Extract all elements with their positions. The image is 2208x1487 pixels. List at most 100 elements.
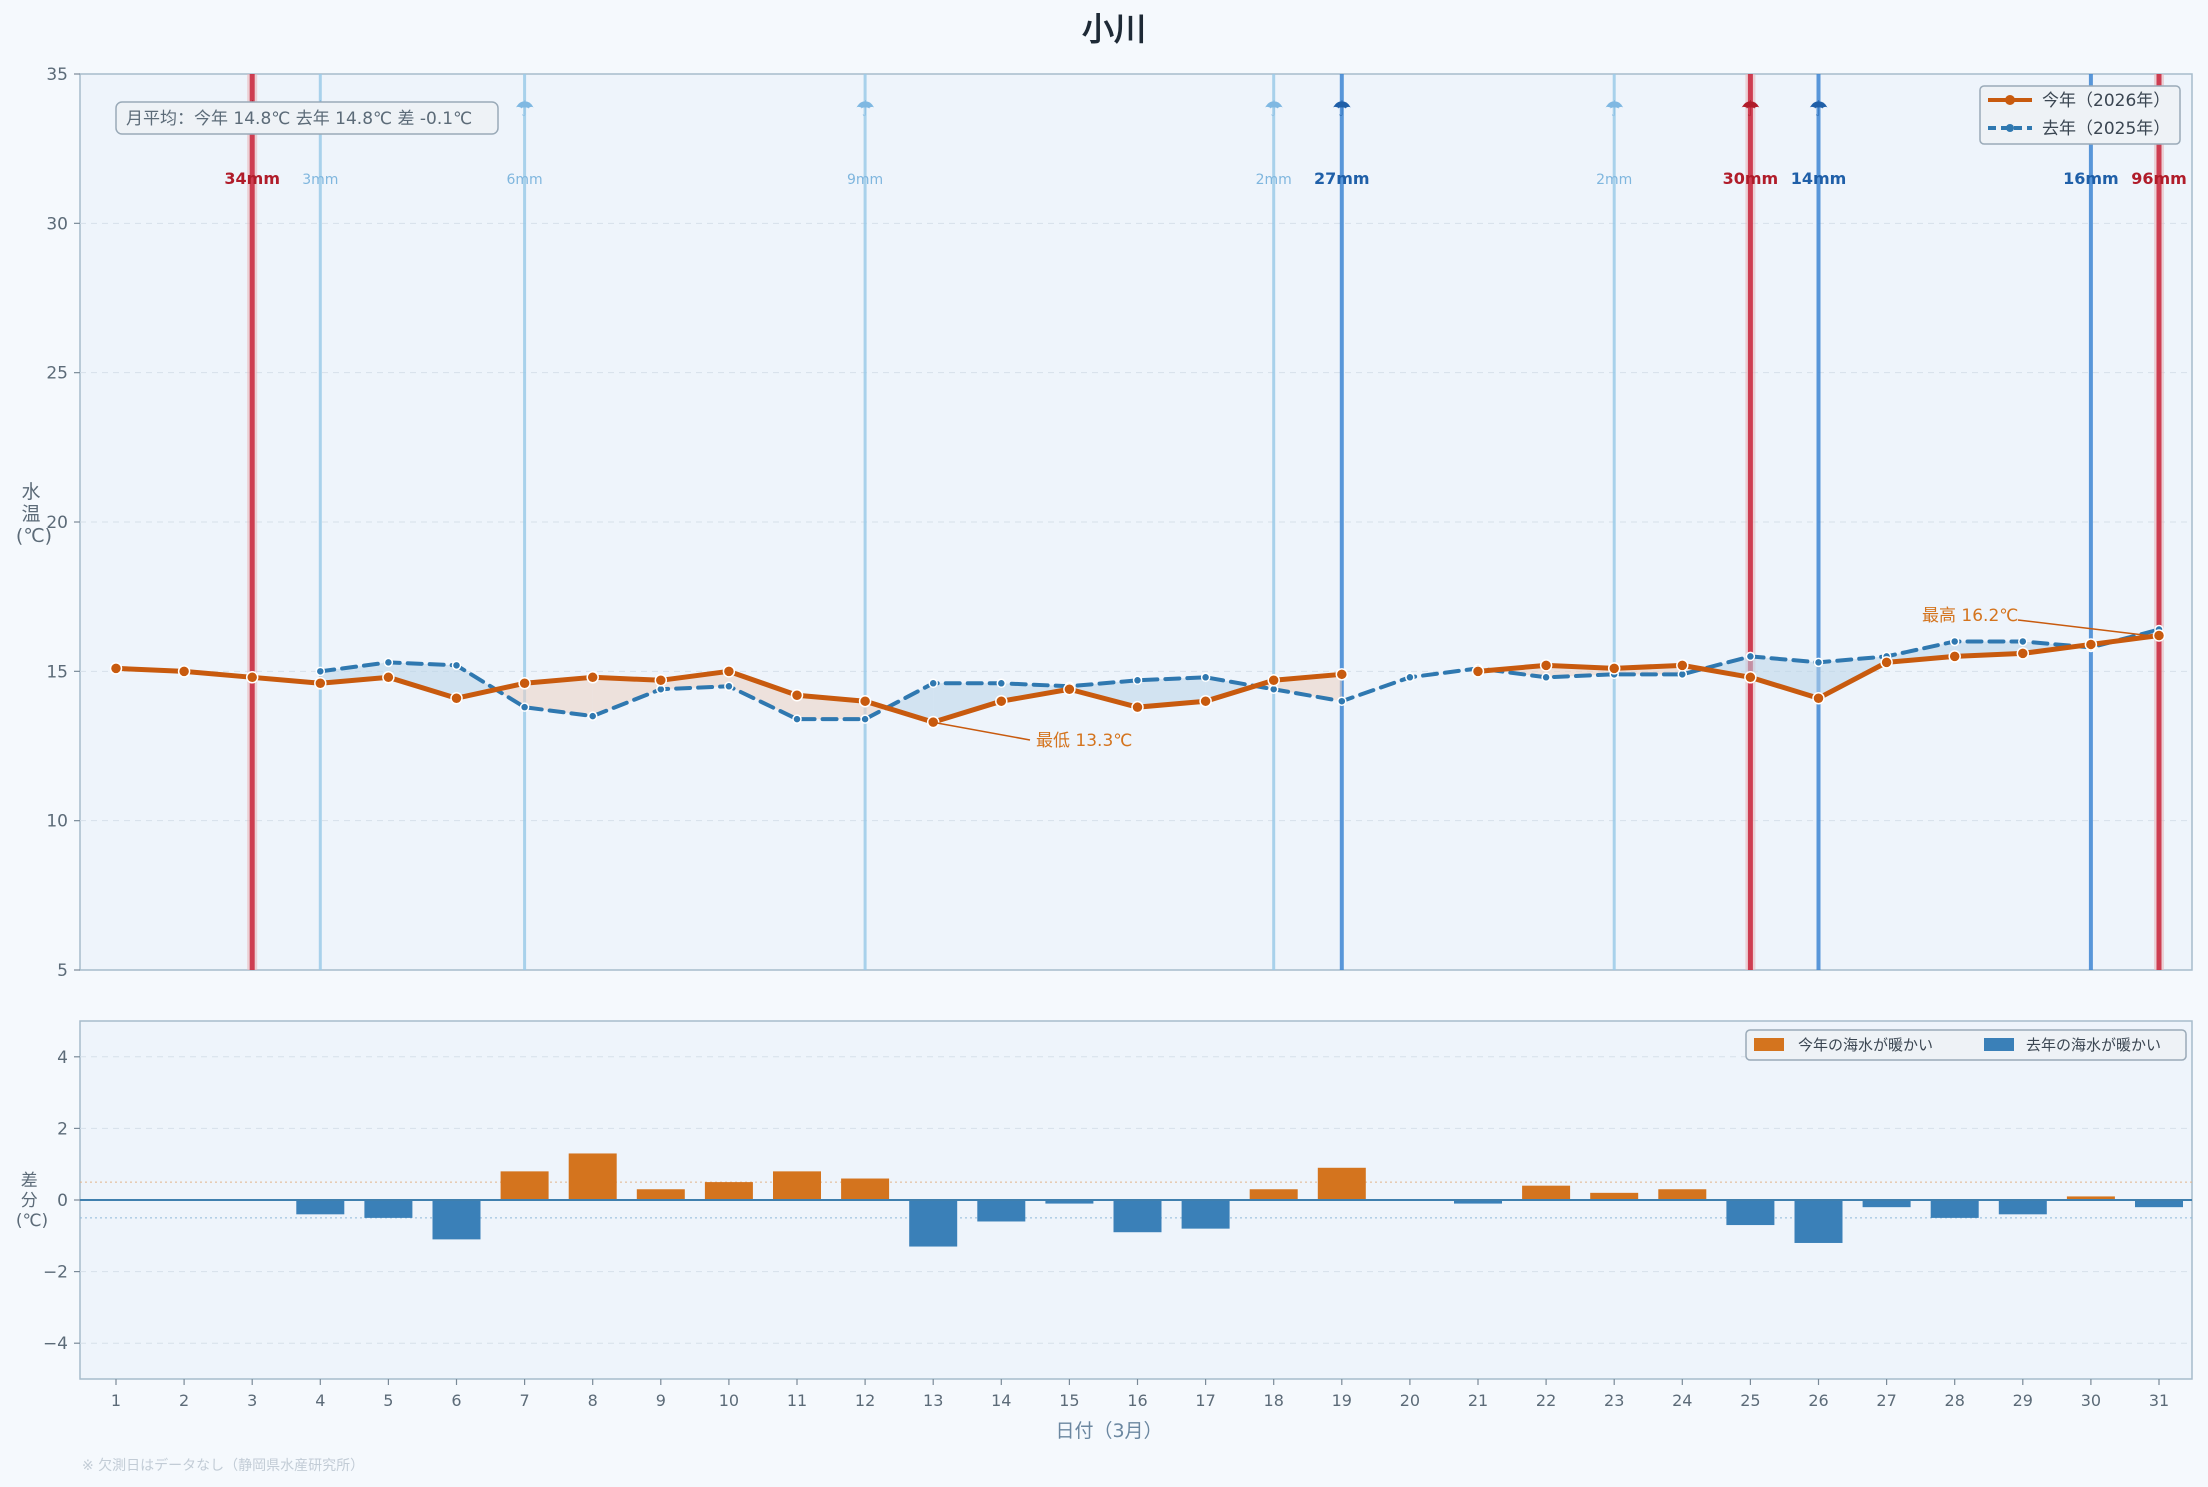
point-this-year (926, 715, 940, 729)
x-tick-label: 30 (2081, 1391, 2101, 1410)
rain-amount-label: 9mm (847, 172, 883, 188)
diff-fill (524, 677, 593, 717)
diff-bar (841, 1178, 890, 1200)
x-tick-label: 12 (855, 1391, 875, 1410)
point-last-year (860, 714, 870, 724)
legend-swatch-negative (1984, 1038, 2014, 1051)
point-this-year (1812, 691, 1825, 705)
point-last-year (1541, 672, 1551, 683)
x-tick-label: 22 (1536, 1391, 1556, 1410)
point-last-year (1405, 672, 1415, 683)
diff-bar (1794, 1200, 1843, 1243)
y-tick-label: 30 (46, 214, 68, 234)
diff-bar (1249, 1189, 1298, 1200)
point-last-year (587, 711, 598, 721)
x-tick-label: 13 (923, 1391, 943, 1410)
rain-amount-label: 6mm (507, 172, 543, 188)
x-tick-label: 24 (1672, 1391, 1692, 1410)
x-tick-label: 23 (1604, 1391, 1624, 1410)
diff-bar (1726, 1200, 1775, 1226)
x-tick-label: 26 (1808, 1391, 1828, 1410)
point-this-year (1607, 662, 1621, 675)
x-tick-label: 11 (787, 1391, 807, 1410)
x-tick-label: 16 (1127, 1391, 1147, 1410)
y-tick-label: 35 (46, 65, 68, 85)
difference-legend: 今年の海水が暖かい 去年の海水が暖かい (1745, 1029, 2187, 1061)
x-tick-label: 3 (247, 1391, 257, 1410)
point-last-year (451, 660, 462, 671)
point-this-year (1063, 683, 1076, 696)
diff-fill (1750, 656, 1819, 699)
point-last-year (928, 678, 938, 689)
y-tick-label: 15 (46, 662, 68, 682)
diff-bar (432, 1200, 481, 1240)
point-last-year (996, 678, 1007, 689)
x-tick-label: 9 (656, 1391, 666, 1410)
point-this-year (1335, 668, 1349, 681)
point-last-year (1813, 657, 1824, 668)
point-this-year (382, 671, 395, 684)
point-last-year (724, 681, 734, 692)
x-tick-label: 7 (520, 1391, 530, 1410)
max-annotation: 最高 16.2℃ (1922, 606, 2153, 637)
x-tick-label: 21 (1468, 1391, 1488, 1410)
x-tick-label: 5 (383, 1391, 393, 1410)
y-tick-label: 25 (46, 364, 68, 384)
rain-amount-label: 27mm (1314, 169, 1370, 188)
diff-fill (1702, 656, 1751, 678)
diff-bar (364, 1200, 413, 1218)
point-last-year (1949, 636, 1960, 647)
point-last-year (1132, 675, 1143, 686)
diff-bar (704, 1182, 753, 1200)
legend-label-positive: 今年の海水が暖かい (1798, 1036, 1933, 1054)
diff-bar (1454, 1200, 1502, 1204)
series-line-last-year (318, 627, 2161, 722)
point-last-year (519, 702, 530, 712)
point-this-year (2084, 638, 2098, 651)
point-this-year (1267, 674, 1280, 687)
x-tick-label: 25 (1740, 1391, 1760, 1410)
x-tick-label: 20 (1400, 1391, 1420, 1410)
point-this-year (995, 694, 1008, 708)
x-tick-label: 14 (991, 1391, 1011, 1410)
x-axis-label: 日付（3月） (1055, 1420, 1162, 1442)
diff-bar (909, 1200, 958, 1247)
point-this-year (790, 688, 804, 702)
point-this-year (722, 665, 736, 678)
chart-title: 小川 (1082, 10, 1146, 48)
legend-marker-last-year (2006, 124, 2014, 132)
x-tick-label: 31 (2149, 1391, 2169, 1410)
y-axis-label-temperature: 水 温 (℃) (16, 481, 52, 547)
diff-fill (933, 683, 1002, 723)
point-this-year (2152, 629, 2166, 642)
diff-bar (2135, 1200, 2183, 1208)
temperature-panel: 5 10 15 20 25 30 35 ☂ 34mm ☂ 3mm ☂ 6mm ☂ 9mm ☂ 2mm ☂ 27mm… (16, 65, 2193, 981)
point-last-year (792, 714, 802, 724)
umbrella-icon: ☂ (1741, 97, 1761, 122)
point-this-year (1744, 671, 1757, 684)
x-tick-label: 28 (1945, 1391, 1965, 1410)
point-this-year (314, 677, 327, 690)
diff-bar (1181, 1200, 1230, 1229)
point-last-year (1337, 696, 1347, 706)
point-this-year (858, 694, 872, 708)
umbrella-icon: ☂ (515, 97, 535, 122)
umbrella-icon: ☂ (1809, 97, 1829, 122)
diff-bar (1317, 1167, 1366, 1200)
min-annotation: 最低 13.3℃ (936, 722, 1132, 751)
point-last-year (2018, 636, 2028, 647)
diff-bar (2066, 1196, 2115, 1200)
y-tick-label: 20 (46, 513, 68, 533)
point-this-year (177, 665, 191, 678)
diff-bar (977, 1200, 1026, 1222)
diff-fill (592, 677, 661, 717)
diff-bar (568, 1153, 617, 1200)
y-tick-label: 4 (57, 1048, 68, 1068)
point-this-year (1539, 659, 1553, 672)
footnote: ※ 欠測日はデータなし（静岡県水産研究所） (82, 1457, 364, 1474)
point-last-year (383, 657, 394, 668)
point-last-year (315, 666, 326, 677)
x-tick-label: 2 (179, 1391, 189, 1410)
x-tick-label: 8 (588, 1391, 598, 1410)
